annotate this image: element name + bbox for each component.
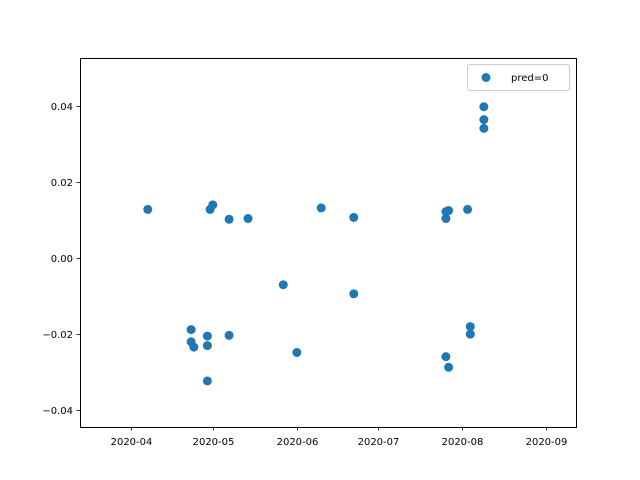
legend-marker (481, 73, 491, 82)
data-point (316, 203, 326, 213)
data-point (292, 347, 302, 357)
x-tick-label: 2020-07 (358, 437, 400, 448)
x-tick-label: 2020-06 (277, 437, 319, 448)
data-point (224, 330, 234, 340)
data-point (444, 206, 454, 216)
data-point (186, 325, 196, 335)
data-point (224, 214, 234, 224)
data-point (189, 342, 199, 352)
data-point (441, 214, 451, 224)
legend-box (467, 64, 570, 91)
data-point (444, 362, 454, 372)
y-tick-label: −0.04 (42, 406, 73, 417)
data-point (349, 212, 359, 222)
data-point (349, 289, 359, 299)
x-tick-label: 2020-09 (526, 437, 568, 448)
data-point (202, 341, 212, 351)
data-point (202, 376, 212, 386)
data-points (143, 102, 489, 386)
data-point (479, 102, 489, 112)
data-point (441, 352, 451, 362)
y-tick-label: −0.02 (42, 330, 73, 341)
y-axis: −0.04 −0.02 0.00 0.02 0.04 (42, 102, 80, 417)
data-point (243, 214, 253, 224)
y-tick-label: 0.02 (51, 178, 73, 189)
data-point (465, 322, 475, 332)
data-point (278, 280, 288, 290)
y-tick-label: 0.04 (51, 102, 73, 113)
y-tick-label: 0.00 (51, 254, 73, 265)
x-tick-label: 2020-05 (193, 437, 235, 448)
data-point (479, 123, 489, 133)
x-tick-label: 2020-08 (442, 437, 484, 448)
x-tick-label: 2020-04 (111, 437, 153, 448)
data-point (202, 331, 212, 341)
legend-label: pred=0 (511, 73, 548, 84)
data-point (465, 329, 475, 339)
data-point (463, 204, 473, 214)
legend: pred=0 (467, 64, 570, 91)
data-point (208, 200, 218, 210)
plot-area-frame (80, 58, 577, 428)
data-point (143, 204, 153, 214)
data-point (479, 115, 489, 125)
